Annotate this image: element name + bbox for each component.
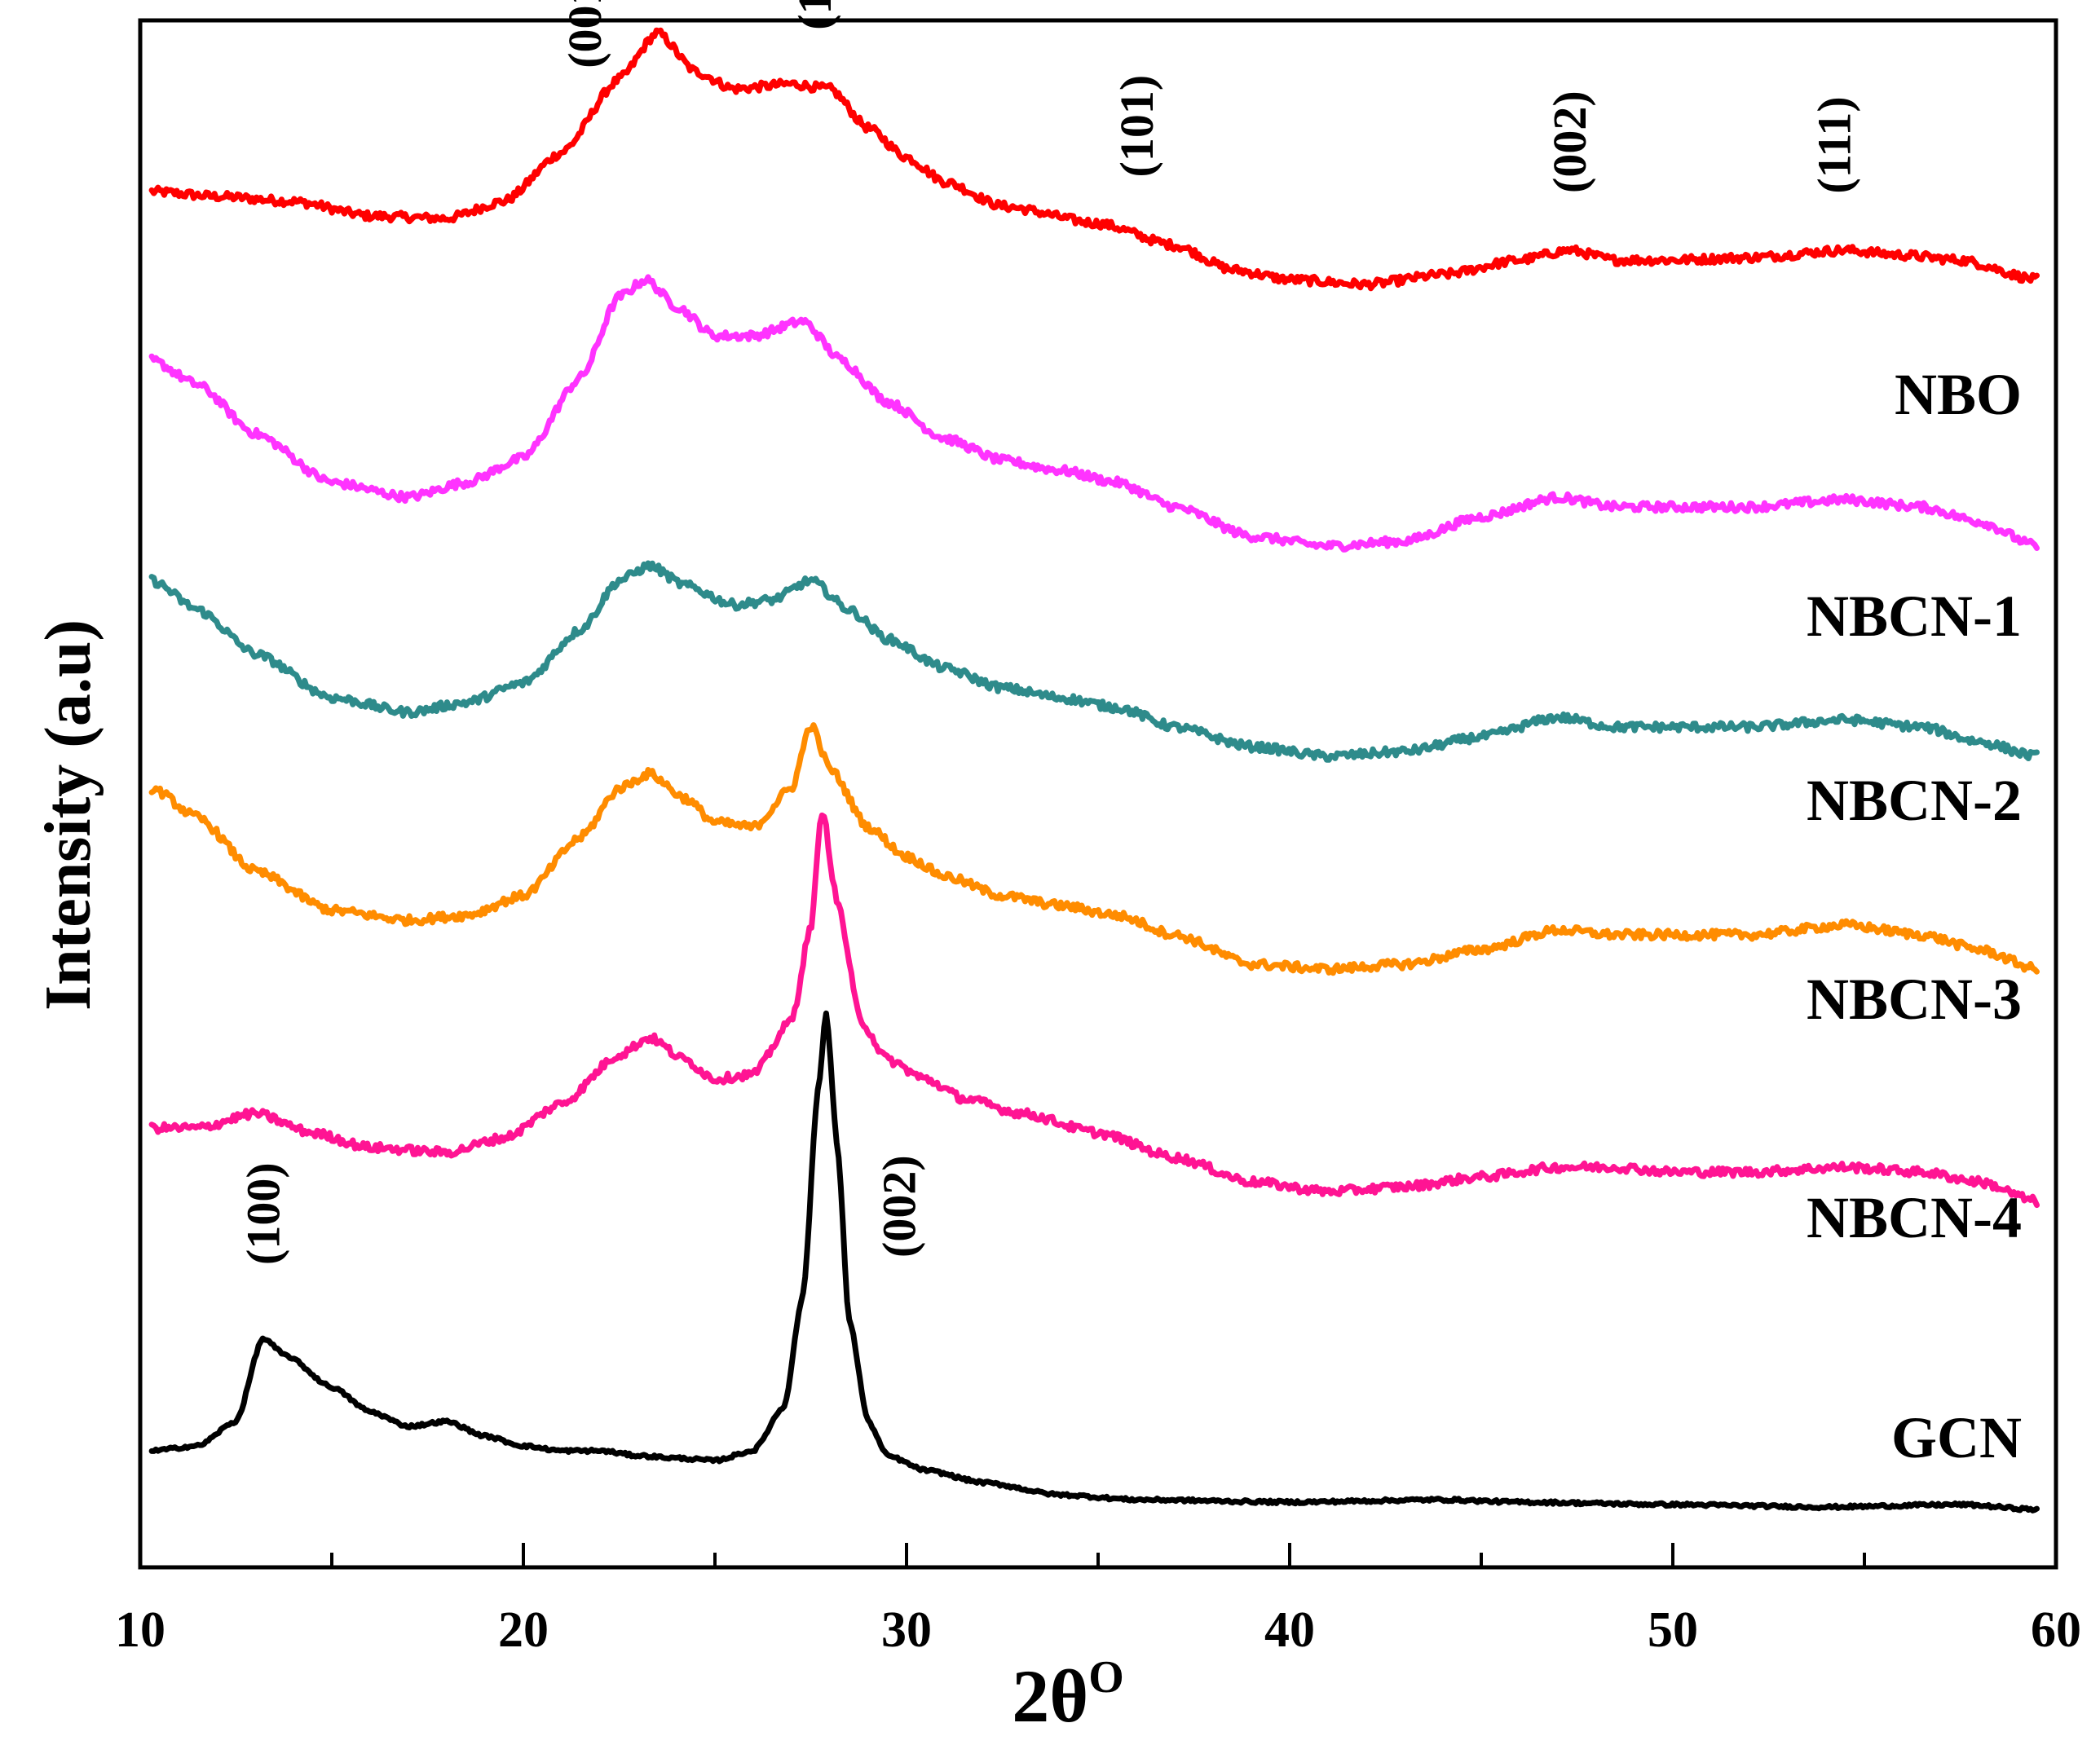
series-line-nbcn-3: [148, 722, 2040, 976]
series-labels: NBO NBCN-1 NBCN-2 NBCN-3 NBCN-4 GCN: [1807, 362, 2022, 1470]
series-label-gcn: GCN: [1891, 1405, 2022, 1470]
series-label-nbo: NBO: [1895, 362, 2022, 427]
series-line-nbo: [148, 27, 2040, 292]
peak-label-nbo-4: (111): [1807, 96, 1860, 193]
series-line-gcn: [148, 1010, 2040, 1514]
peak-label-nbo-2: (101): [1110, 75, 1163, 178]
peak-label-gcn-6: (002): [873, 1155, 926, 1258]
plot-frame: [138, 18, 2058, 1570]
peak-label-gcn-5: (100): [236, 1162, 289, 1265]
x-tick-label-50: 50: [1648, 1602, 1698, 1658]
x-tick-label-30: 30: [881, 1602, 932, 1658]
peak-label-nbo-3: (002): [1543, 90, 1596, 193]
peak-annotations: (001) (100) (101) (002) (111) (100) (002): [236, 0, 1860, 1265]
series-label-nbcn-1: NBCN-1: [1807, 584, 2022, 649]
x-tick-label-20: 20: [498, 1602, 549, 1658]
x-tick-label-40: 40: [1264, 1602, 1315, 1658]
y-axis-title: Intensity (a.u): [33, 619, 104, 1011]
plot-area: [148, 27, 2040, 1514]
x-tick-label-60: 60: [2031, 1602, 2081, 1658]
series-line-nbcn-4: [148, 812, 2040, 1209]
x-axis: 10 20 30 40 50 60: [115, 1543, 2081, 1658]
x-axis-title-main: 2θ: [1012, 1655, 1088, 1738]
peak-label-nbo-1: (100): [788, 0, 841, 30]
series-label-nbcn-2: NBCN-2: [1807, 768, 2022, 833]
series-line-nbcn-2: [148, 560, 2040, 763]
peak-label-nbo-0: (001): [558, 0, 611, 68]
series-label-nbcn-3: NBCN-3: [1807, 967, 2022, 1032]
x-axis-title-superscript: O: [1088, 1652, 1124, 1703]
series-line-nbcn-1: [148, 274, 2040, 553]
x-tick-label-10: 10: [115, 1602, 165, 1658]
x-axis-title: 2θO: [1012, 1652, 1124, 1738]
series-label-nbcn-4: NBCN-4: [1807, 1185, 2022, 1250]
